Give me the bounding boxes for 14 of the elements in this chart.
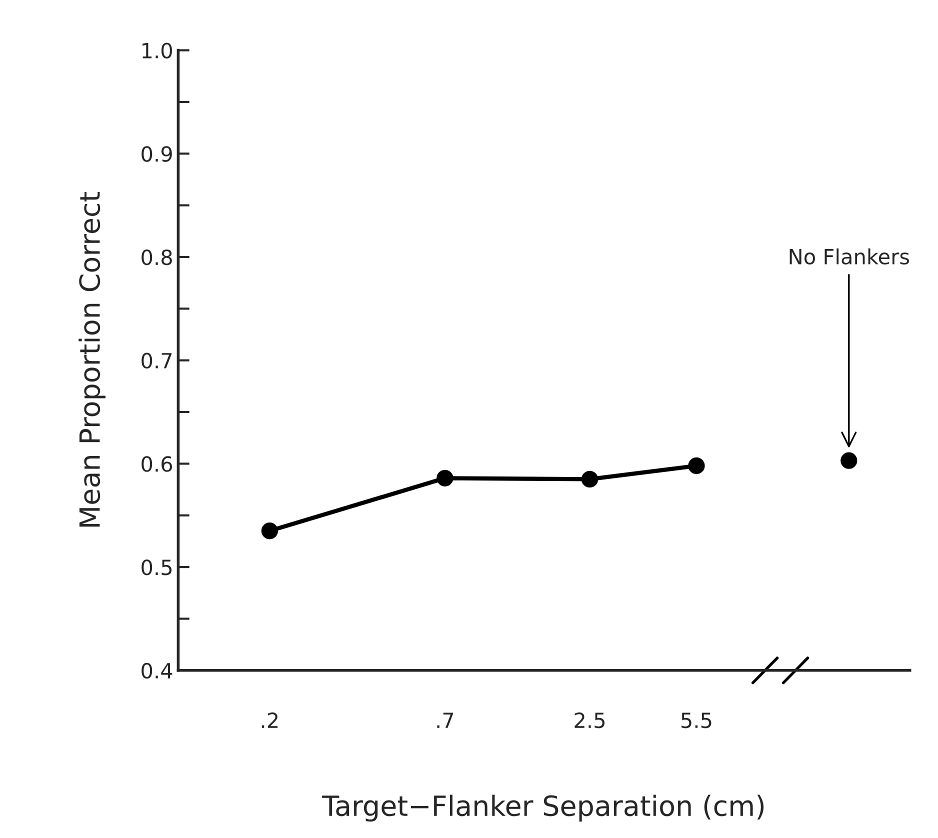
x-tick-label: 2.5 xyxy=(574,712,605,728)
y-tick-label: 0.4 xyxy=(142,662,172,679)
x-tick-label: .2 xyxy=(262,712,278,728)
y-tick-label: 0.9 xyxy=(142,146,172,162)
x-axis-title: Target−Flanker Separation (cm) xyxy=(322,794,764,822)
y-tick-label: 0.7 xyxy=(142,352,172,369)
x-tick-label: .7 xyxy=(437,712,454,728)
y-tick-label: 0.5 xyxy=(142,560,172,576)
y-tick-label: 1.0 xyxy=(142,42,172,58)
x-tick-label: 5.5 xyxy=(682,712,712,728)
y-axis-title: Mean Proportion Correct xyxy=(78,192,106,527)
y-tick-label: 0.6 xyxy=(142,456,172,472)
y-tick-label: 0.8 xyxy=(142,249,172,266)
annotation: No Flankers xyxy=(790,248,909,265)
